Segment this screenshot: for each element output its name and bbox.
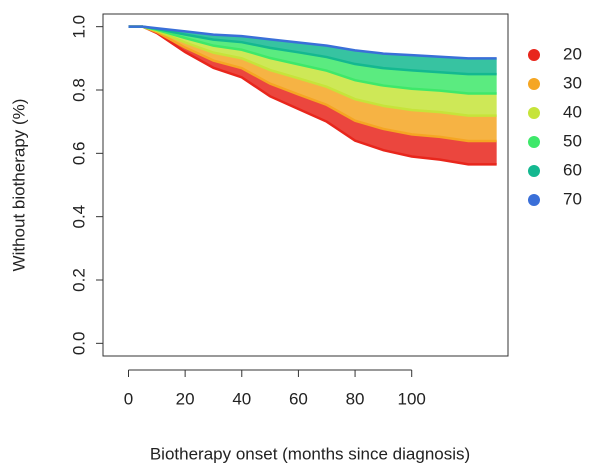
x-tick-label: 60 [289,389,308,408]
series-line [128,25,497,117]
y-tick-label: 0.8 [69,78,88,102]
x-tick-label: 20 [176,389,195,408]
series-line [128,25,497,166]
x-tick-label: 40 [232,389,251,408]
y-axis-title: Without biotherapy (%) [9,99,28,272]
x-tick-label: 100 [398,389,426,408]
y-tick-label: 1.0 [69,15,88,39]
series-line [128,25,497,76]
legend-label: 60 [563,160,582,179]
band [128,26,497,94]
legend-label: 40 [563,102,582,121]
series-line [128,25,497,143]
legend-swatch [528,194,540,206]
band [128,26,497,165]
x-tick-label: 80 [346,389,365,408]
legend-label: 30 [563,73,582,92]
legend-label: 20 [563,44,582,63]
legend-swatch [528,78,540,90]
legend-label: 70 [563,189,582,208]
series-line [128,25,497,60]
legend-swatch [528,165,540,177]
series-line [128,25,497,95]
x-axis-title: Biotherapy onset (months since diagnosis… [150,444,470,463]
y-tick-label: 0.0 [69,332,88,356]
y-tick-label: 0.6 [69,142,88,166]
plot-frame [102,13,509,357]
legend-swatch [528,107,540,119]
legend-label: 50 [563,131,582,150]
band [128,26,497,116]
band [128,26,497,75]
y-tick-label: 0.4 [69,205,88,229]
x-tick-label: 0 [124,389,133,408]
y-tick-label: 0.2 [69,268,88,292]
legend-swatch [528,136,540,148]
legend-swatch [528,49,540,61]
